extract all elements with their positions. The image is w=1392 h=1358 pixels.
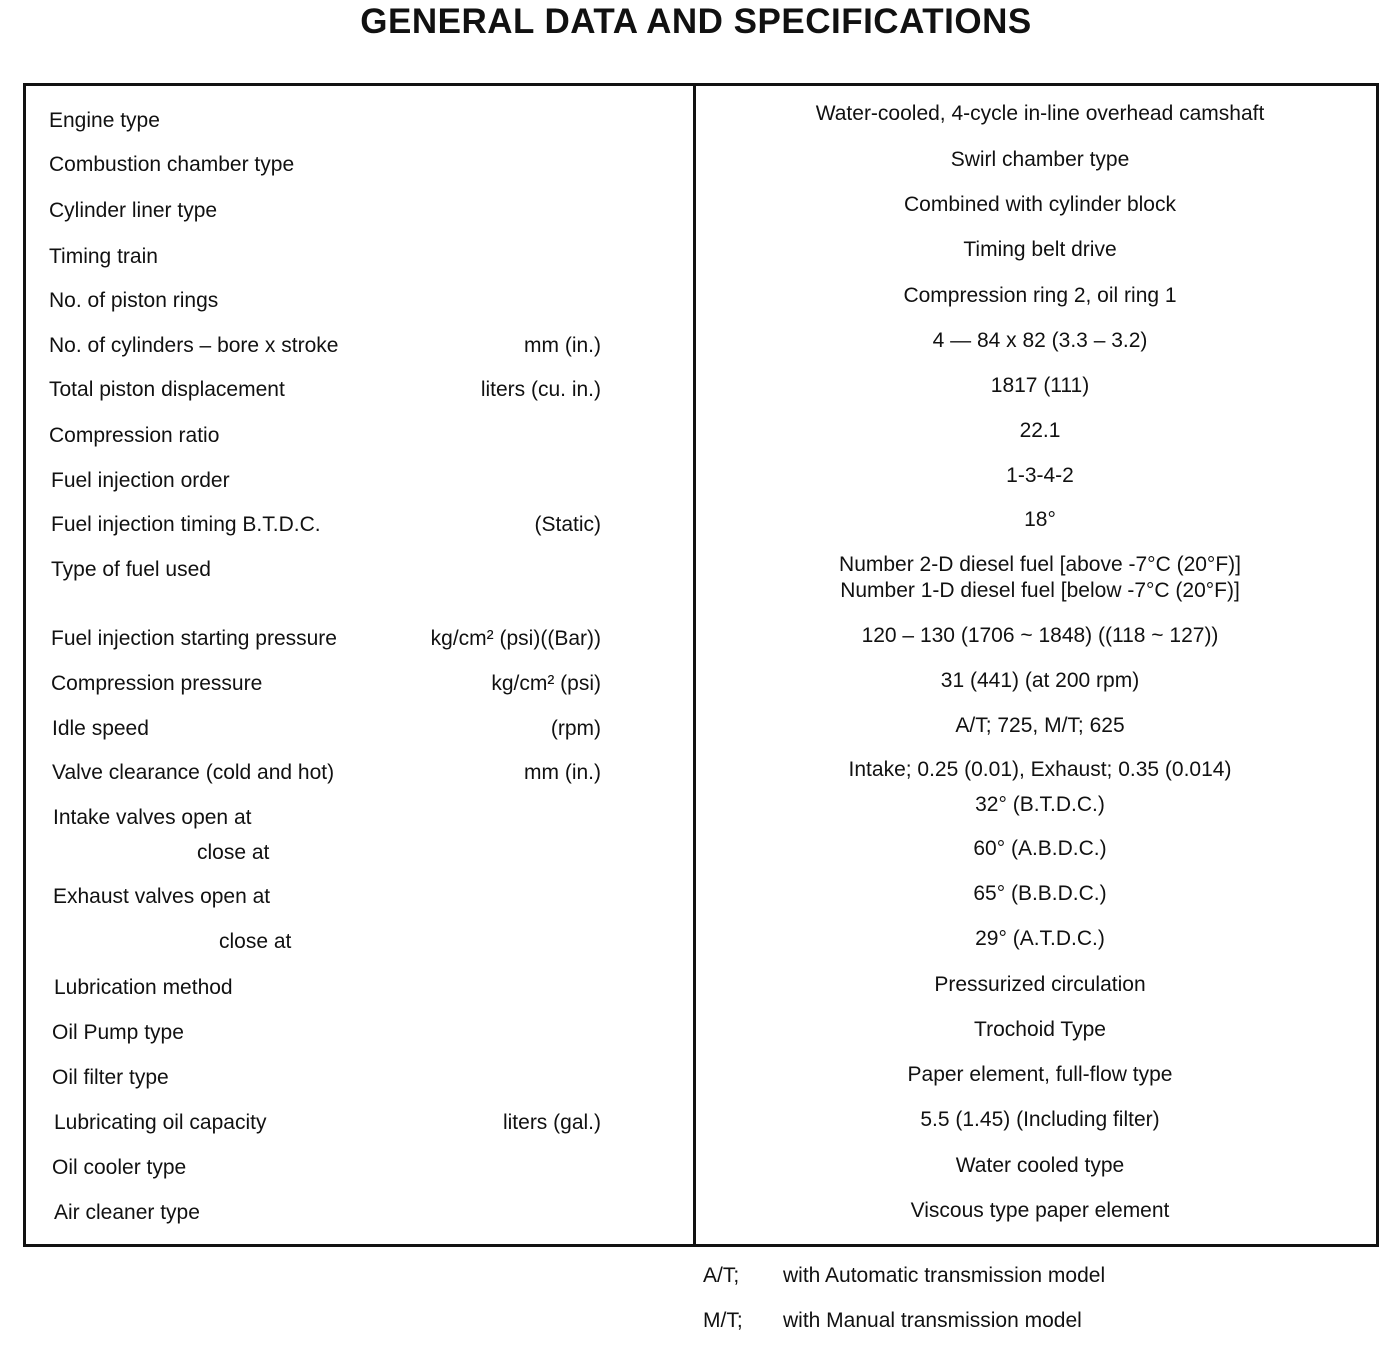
spec-label: No. of cylinders – bore x stroke: [49, 334, 339, 357]
spec-label: Air cleaner type: [54, 1201, 200, 1224]
spec-label: Compression ratio: [49, 424, 220, 447]
spec-unit: (Static): [534, 513, 601, 536]
spec-value: Timing belt drive: [963, 238, 1117, 261]
spec-label: Fuel injection starting pressure: [51, 627, 337, 650]
spec-value: Paper element, full-flow type: [907, 1063, 1173, 1086]
spec-unit: liters (gal.): [502, 1111, 601, 1134]
spec-label: Compression pressure: [51, 672, 263, 695]
spec-value: 120 – 130 (1706 ~ 1848) ((118 ~ 127)): [861, 624, 1219, 647]
spec-label: Timing train: [49, 245, 158, 268]
spec-value: 18°: [1024, 508, 1056, 531]
spec-value: Viscous type paper element: [910, 1199, 1170, 1222]
spec-label: No. of piston rings: [49, 289, 219, 312]
spec-label: Fuel injection timing B.T.D.C.: [51, 513, 321, 536]
spec-label: Cylinder liner type: [49, 199, 218, 222]
spec-value: 31 (441) (at 200 rpm): [940, 669, 1140, 692]
spec-unit: liters (cu. in.): [480, 378, 601, 401]
spec-value: Water cooled type: [955, 1154, 1125, 1177]
spec-value: Number 1-D diesel fuel [below -7°C (20°F…: [840, 579, 1240, 602]
page-title: GENERAL DATA AND SPECIFICATIONS: [360, 2, 1032, 41]
spec-label: Type of fuel used: [51, 558, 211, 581]
spec-unit: mm (in.): [524, 334, 601, 357]
spec-value: 4 — 84 x 82 (3.3 – 3.2): [932, 329, 1148, 352]
spec-table: [23, 83, 1379, 1247]
spec-label: Oil Pump type: [52, 1021, 184, 1044]
spec-value: Trochoid Type: [974, 1018, 1106, 1041]
spec-label: close at: [197, 841, 270, 864]
spec-label: Oil filter type: [52, 1066, 169, 1089]
column-divider: [693, 83, 696, 1247]
spec-value: 60° (A.B.D.C.): [973, 837, 1107, 860]
spec-label: Lubricating oil capacity: [54, 1111, 267, 1134]
spec-value: Pressurized circulation: [934, 973, 1146, 996]
spec-label: close at: [219, 930, 292, 953]
spec-label: Oil cooler type: [52, 1156, 187, 1179]
spec-label: Idle speed: [52, 717, 149, 740]
spec-value: Swirl chamber type: [950, 148, 1130, 171]
footnote-abbreviation: A/T;: [703, 1264, 740, 1287]
spec-unit: kg/cm² (psi): [491, 672, 601, 695]
spec-value: Water-cooled, 4-cycle in-line overhead c…: [815, 102, 1265, 125]
spec-label: Lubrication method: [54, 976, 233, 999]
spec-value: Number 2-D diesel fuel [above -7°C (20°F…: [839, 553, 1241, 576]
footnote-abbreviation: M/T;: [703, 1309, 743, 1332]
spec-label: Exhaust valves open at: [53, 885, 271, 908]
spec-value: 32° (B.T.D.C.): [975, 793, 1105, 816]
spec-value: A/T; 725, M/T; 625: [955, 714, 1125, 737]
spec-value: 29° (A.T.D.C.): [975, 927, 1105, 950]
spec-value: Combined with cylinder block: [904, 193, 1176, 216]
spec-unit: (rpm): [550, 717, 601, 740]
footnote-text: with Automatic transmission model: [783, 1264, 1106, 1287]
spec-label: Valve clearance (cold and hot): [52, 761, 335, 784]
spec-label: Engine type: [49, 109, 160, 132]
spec-value: Compression ring 2, oil ring 1: [903, 284, 1177, 307]
spec-value: Intake; 0.25 (0.01), Exhaust; 0.35 (0.01…: [848, 758, 1232, 781]
spec-unit: mm (in.): [524, 761, 601, 784]
footnote-text: with Manual transmission model: [783, 1309, 1082, 1332]
spec-value: 1817 (111): [990, 374, 1090, 397]
spec-value: 65° (B.B.D.C.): [973, 882, 1107, 905]
spec-value: 1-3-4-2: [1006, 464, 1074, 487]
spec-value: 22.1: [1019, 419, 1061, 442]
spec-label: Total piston displacement: [49, 378, 285, 401]
spec-label: Intake valves open at: [53, 806, 252, 829]
spec-unit: kg/cm² (psi)((Bar)): [430, 627, 601, 650]
spec-value: 5.5 (1.45) (Including filter): [920, 1108, 1160, 1131]
spec-label: Fuel injection order: [51, 469, 230, 492]
spec-label: Combustion chamber type: [49, 153, 295, 176]
